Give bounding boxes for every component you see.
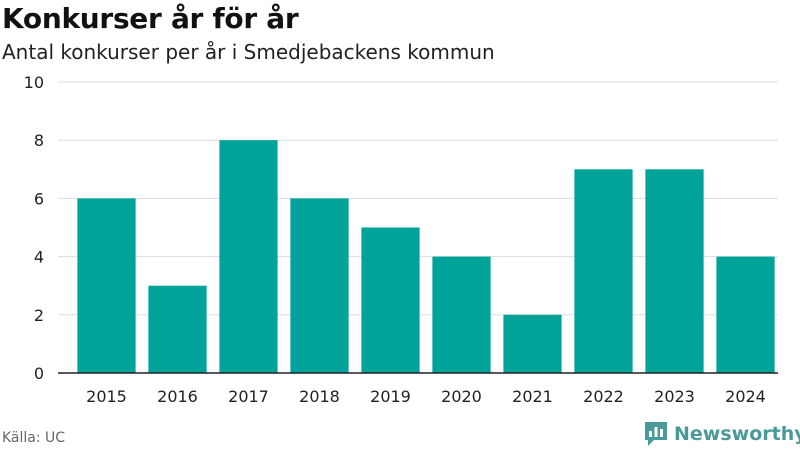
logo-text: Newsworthy: [674, 423, 800, 445]
x-tick-label: 2021: [512, 387, 553, 406]
x-tick-label: 2022: [583, 387, 624, 406]
x-tick-label: 2017: [228, 387, 269, 406]
x-tick-label: 2020: [441, 387, 482, 406]
bar: [148, 285, 207, 373]
bar: [503, 314, 562, 373]
source-label: Källa: UC: [2, 430, 66, 446]
bar: [219, 140, 278, 373]
y-tick-label: 10: [24, 73, 44, 92]
newsworthy-logo: Newsworthy: [644, 420, 800, 448]
x-tick-label: 2024: [725, 387, 766, 406]
y-tick-label: 4: [34, 248, 44, 267]
chart-title: Konkurser år för år: [2, 2, 299, 35]
bar: [645, 169, 704, 373]
bar: [361, 227, 420, 373]
newsworthy-logo-icon: [645, 422, 667, 446]
x-tick-label: 2015: [86, 387, 127, 406]
bar: [290, 198, 349, 373]
x-tick-label: 2018: [299, 387, 340, 406]
bar: [432, 256, 491, 373]
bar: [77, 198, 136, 373]
y-tick-label: 0: [34, 364, 44, 383]
x-tick-label: 2019: [370, 387, 411, 406]
x-tick-label: 2023: [654, 387, 695, 406]
bar: [716, 256, 775, 373]
y-tick-label: 8: [34, 131, 44, 150]
bar: [574, 169, 633, 373]
x-tick-label: 2016: [157, 387, 198, 406]
chart-subtitle: Antal konkurser per år i Smedjebackens k…: [2, 40, 495, 64]
y-tick-label: 2: [34, 306, 44, 325]
bar-chart: 0 2 4 6 8 10 2015 2016 2017 2018 2019 2020 2021 2022 2…: [24, 73, 778, 406]
y-tick-label: 6: [34, 189, 44, 208]
